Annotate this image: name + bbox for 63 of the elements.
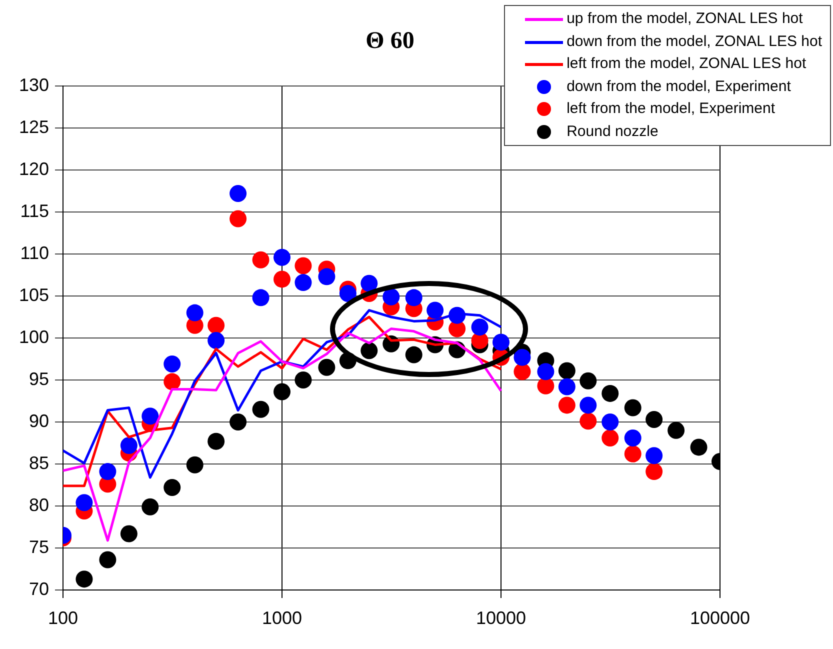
point xyxy=(252,251,270,268)
point xyxy=(382,288,400,306)
point xyxy=(426,302,444,319)
y-tick-label: 75 xyxy=(28,536,49,557)
legend-label: left from the model, Experiment xyxy=(566,99,776,119)
point xyxy=(537,363,554,380)
legend-label: up from the model, ZONAL LES hot xyxy=(566,9,803,29)
point xyxy=(514,363,531,380)
point xyxy=(624,445,642,462)
y-tick-label: 120 xyxy=(18,158,49,179)
point xyxy=(252,289,270,306)
point xyxy=(208,332,225,350)
point xyxy=(580,412,597,430)
x-tick-label: 100000 xyxy=(690,608,750,628)
y-tick-label: 90 xyxy=(28,410,49,431)
x-tick-label: 1000 xyxy=(262,608,302,628)
legend-label: down from the model, Experiment xyxy=(566,76,791,96)
point xyxy=(558,378,576,396)
y-tick-label: 100 xyxy=(18,326,49,347)
point xyxy=(514,348,531,366)
legend-label: down from the model, ZONAL LES hot xyxy=(566,32,822,52)
point xyxy=(646,447,663,464)
point xyxy=(120,437,138,454)
y-tick-label: 115 xyxy=(20,200,49,221)
x-tick-label: 100 xyxy=(48,608,78,628)
point xyxy=(230,210,247,228)
point xyxy=(208,316,225,334)
y-tick-label: 130 xyxy=(18,74,49,95)
point xyxy=(558,396,576,414)
y-tick-label: 95 xyxy=(28,368,49,389)
point xyxy=(99,463,116,480)
y-tick-label: 105 xyxy=(18,284,49,305)
point xyxy=(164,373,181,390)
point xyxy=(360,274,378,292)
point xyxy=(624,429,642,446)
point xyxy=(602,429,619,446)
point xyxy=(274,270,290,288)
point xyxy=(186,304,204,322)
point xyxy=(537,377,554,394)
y-tick-label: 70 xyxy=(28,578,49,599)
point xyxy=(405,289,422,306)
x-tick-label: 10000 xyxy=(476,608,526,628)
point xyxy=(339,284,356,302)
point xyxy=(646,463,663,480)
point xyxy=(492,334,510,351)
point xyxy=(142,408,159,425)
y-tick-label: 125 xyxy=(18,116,49,137)
y-tick-label: 80 xyxy=(28,494,49,515)
legend-label: Round nozzle xyxy=(566,122,658,142)
point xyxy=(164,356,181,373)
point xyxy=(230,185,247,202)
point xyxy=(294,274,312,292)
point xyxy=(602,414,619,430)
point xyxy=(76,494,93,512)
y-tick-label: 85 xyxy=(28,452,49,473)
point xyxy=(318,268,336,286)
chart-title: Θ 60 xyxy=(364,28,416,55)
point xyxy=(471,318,488,336)
y-tick-label: 110 xyxy=(20,242,49,263)
point xyxy=(274,248,290,266)
point xyxy=(580,396,597,414)
legend-label: left from the model, ZONAL LES hot xyxy=(566,54,806,74)
point xyxy=(294,257,312,274)
